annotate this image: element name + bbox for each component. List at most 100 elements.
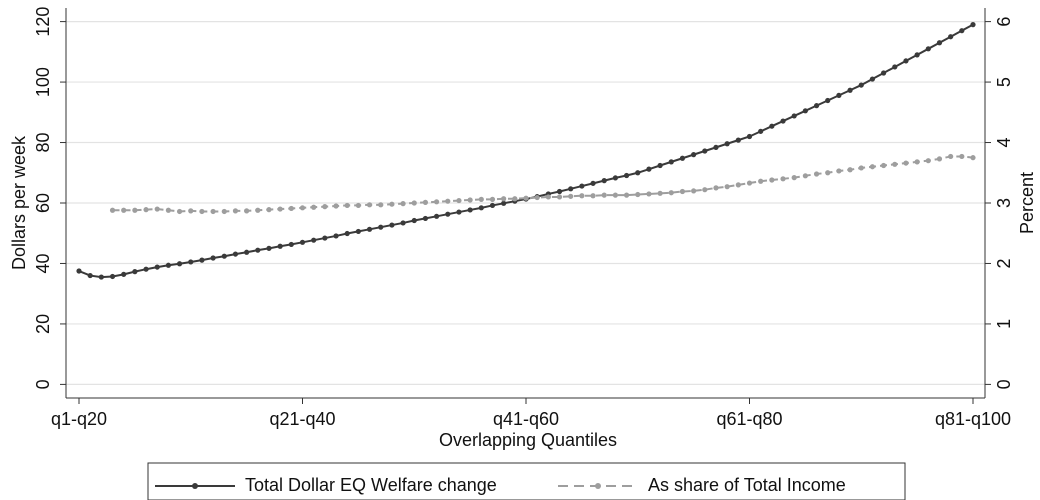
series-marker [746,180,753,186]
y2-tick-label: 3 [994,198,1014,208]
series-marker [311,204,317,210]
series-marker [344,202,350,209]
series-marker [903,58,909,64]
legend-marker [595,483,601,489]
y-tick-label: 120 [33,7,53,37]
series-marker [188,259,194,265]
x-axis-label: Overlapping Quantiles [439,430,617,450]
series-marker [579,183,585,189]
series-marker [914,52,920,58]
series-marker [87,272,93,279]
series-marker [311,237,317,243]
series-marker [445,198,451,204]
series-marker [791,113,797,119]
series-marker [422,215,429,222]
series-marker [98,274,104,280]
series-marker [612,175,619,181]
series-marker [467,207,473,213]
series-marker [366,226,373,232]
series-marker [143,207,149,213]
series-marker [825,170,831,176]
series-marker [691,188,697,194]
series-marker [467,197,473,203]
series-marker [288,205,294,212]
series-marker [892,64,898,70]
series-marker [109,207,116,213]
series-marker [869,164,876,170]
series-marker [948,34,954,40]
series-marker [825,97,831,104]
y2-tick-label: 1 [994,319,1014,329]
series-marker [568,193,574,199]
series-marker [199,208,205,215]
series-marker [713,144,719,150]
series-marker [411,217,417,224]
series-marker [836,92,842,98]
series-marker [579,193,585,199]
series-marker [501,196,507,202]
series-marker [456,209,462,215]
series-marker [668,190,674,196]
series-marker [400,220,406,226]
y2-tick-label: 2 [994,258,1014,268]
series-marker [758,128,764,134]
series-marker [948,153,954,160]
series-marker [858,82,864,88]
y-axis-label: Dollars per week [9,135,29,270]
series-marker [445,211,451,217]
series-marker [255,247,261,253]
series-marker [489,196,496,202]
series-marker [601,192,607,198]
series-marker [892,161,898,167]
series-marker [143,266,149,272]
series-marker [478,196,484,202]
series-marker [903,160,909,166]
series-marker [523,195,529,201]
series-marker [188,208,194,214]
series-marker [199,257,205,263]
series-marker [176,208,183,215]
x-tick-label: q21-q40 [269,409,335,429]
series-marker [434,213,440,219]
series-marker [266,207,272,213]
series-marker [758,178,764,184]
series-marker [378,202,384,208]
x-tick-label: q41-q60 [493,409,559,429]
series-marker [422,199,429,205]
y-tick-label: 100 [33,67,53,97]
series-marker [769,123,775,129]
series-marker [121,207,127,213]
series-marker [221,253,227,259]
series-marker [646,191,652,197]
series-marker [635,170,641,176]
series-marker [344,230,350,237]
series-marker [881,162,887,169]
y-tick-label: 80 [33,133,53,153]
series-marker [288,241,294,248]
series-marker [735,137,741,143]
series-marker [556,188,563,195]
legend [147,462,906,500]
x-tick-label: q1-q20 [51,409,107,429]
series-marker [746,133,753,140]
series-marker [802,108,808,114]
series-marker [255,207,261,213]
series-marker [847,167,853,173]
series-marker [244,249,250,255]
legend-marker [192,483,198,489]
series-marker [109,273,116,280]
series-marker [568,186,574,192]
series-marker [389,222,395,228]
series-marker [623,192,630,198]
series-marker [813,103,820,109]
y-tick-label: 60 [33,193,53,213]
series-marker [165,207,171,213]
series-marker [299,205,306,211]
series-marker [802,173,808,179]
y2-tick-label: 0 [994,379,1014,389]
series-marker [914,159,920,165]
series-marker [121,271,127,277]
y-tick-label: 40 [33,253,53,273]
series-marker [836,168,842,174]
